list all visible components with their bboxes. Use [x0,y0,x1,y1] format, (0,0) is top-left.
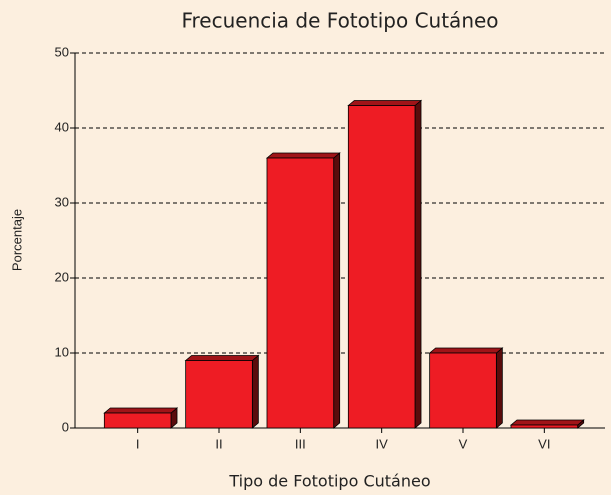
x-tick-label: II [215,436,222,451]
y-axis-label: Porcentaje [9,209,24,271]
bar-side [251,354,259,429]
chart-title: Frecuencia de Fototipo Cutáneo [181,9,498,33]
x-tick-label: I [136,436,140,451]
bar-top [184,355,260,361]
x-tick-label: VI [538,436,550,451]
bar-side [414,99,422,429]
bar [429,352,497,429]
y-tick-label: 0 [62,419,69,434]
bar-top [509,419,585,426]
bar [266,157,335,429]
bar-top [347,100,423,106]
bar-side [495,347,503,429]
y-tick-label: 30 [55,194,69,209]
bar [510,424,579,429]
x-tick-label: III [295,436,306,451]
y-tick-label: 10 [55,344,69,359]
bar-side [333,152,341,429]
y-tick-label: 20 [55,269,69,284]
y-tick-label: 40 [55,119,69,134]
bar [103,412,172,429]
y-tick-label: 50 [55,44,69,59]
bar [347,105,416,429]
x-axis-label: Tipo de Fototipo Cutáneo [228,472,430,491]
bar [185,360,253,429]
x-tick-label: IV [376,436,389,451]
bar-top [428,347,504,354]
x-tick-label: V [459,436,468,451]
bar-top [265,152,341,159]
bar-top [103,407,179,414]
